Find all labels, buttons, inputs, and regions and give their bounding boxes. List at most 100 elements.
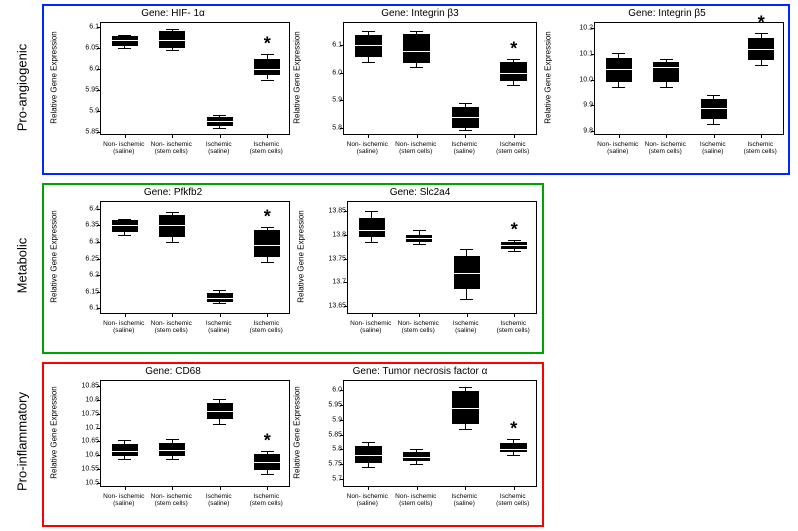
y-tick-label: 5.95 (85, 86, 101, 93)
significance-star: * (510, 418, 517, 439)
y-tick-label: 6.2 (89, 272, 101, 279)
y-tick-label: 6.25 (85, 255, 101, 262)
y-tick-label: 5.7 (332, 476, 344, 483)
boxplot-median (112, 451, 138, 452)
panel-0-1: Gene: Integrin β35.85.96.06.1*Relative G… (298, 8, 542, 171)
boxplot-median (406, 238, 432, 239)
x-category-label: Non- ischemic(stem cells) (148, 320, 196, 334)
y-tick-label: 5.85 (328, 431, 344, 438)
panel-title: Gene: Integrin β3 (298, 8, 542, 19)
boxplot-box (500, 62, 527, 81)
boxplot-box (500, 443, 527, 452)
boxplot-median (112, 40, 138, 41)
x-category-label: Non- ischemic(saline) (100, 493, 148, 507)
y-tick-label: 5.85 (85, 128, 101, 135)
y-tick-label: 6.4 (89, 205, 101, 212)
significance-star: * (264, 34, 271, 55)
y-tick-label: 6.05 (85, 45, 101, 52)
x-category-label: Non- ischemic(saline) (343, 493, 392, 507)
boxplot-median (701, 108, 727, 109)
boxplot-median (355, 45, 382, 46)
plot-area: 13.6513.713.7513.813.85* (347, 201, 537, 314)
y-tick-label: 10.85 (81, 383, 101, 390)
y-tick-label: 10.55 (81, 465, 101, 472)
x-category-label: Non- ischemic(stem cells) (395, 320, 443, 334)
x-category-label: Non- ischemic(saline) (347, 320, 395, 334)
boxplot-median (403, 457, 430, 458)
y-tick-label: 13.7 (332, 279, 348, 286)
x-category-label: Ischemic(stem cells) (243, 493, 291, 507)
boxplot-median (500, 449, 527, 450)
y-tick-label: 10.8 (85, 397, 101, 404)
plot-area: 9.89.910.010.110.2* (594, 22, 784, 135)
y-axis-label: Relative Gene Expression (293, 382, 302, 482)
panel-1-0: Gene: Pfkfb26.16.156.26.256.36.356.4*Rel… (51, 187, 295, 350)
group-label-2: Pro-inflammatory (15, 372, 30, 512)
panel-title: Gene: HIF- 1α (51, 8, 295, 19)
y-tick-label: 13.65 (328, 302, 348, 309)
x-category-label: Ischemic(stem cells) (490, 320, 538, 334)
y-tick-label: 10.6 (85, 452, 101, 459)
boxplot-median (254, 462, 280, 463)
y-tick-label: 10.75 (81, 410, 101, 417)
x-category-label: Non- ischemic(stem cells) (148, 493, 196, 507)
boxplot-median (653, 67, 679, 68)
y-tick-label: 6.1 (332, 42, 344, 49)
plot-area: 6.16.156.26.256.36.356.4* (100, 201, 290, 314)
y-tick-label: 6.0 (332, 69, 344, 76)
y-tick-label: 10.65 (81, 438, 101, 445)
x-category-label: Ischemic(saline) (440, 493, 489, 507)
y-tick-label: 5.9 (332, 97, 344, 104)
y-tick-label: 6.3 (89, 238, 101, 245)
boxplot-median (254, 69, 280, 70)
y-axis-label: Relative Gene Expression (293, 27, 302, 127)
y-tick-label: 10.0 (579, 76, 595, 83)
boxplot-median (452, 117, 479, 118)
boxplot-median (207, 411, 233, 412)
x-category-label: Ischemic(saline) (442, 320, 490, 334)
y-tick-label: 5.9 (332, 416, 344, 423)
significance-star: * (511, 219, 518, 240)
y-tick-label: 5.9 (89, 107, 101, 114)
boxplot-median (359, 230, 385, 231)
significance-star: * (758, 13, 765, 34)
panel-title: Gene: Pfkfb2 (51, 187, 295, 198)
x-category-label: Non- ischemic(stem cells) (642, 141, 690, 155)
panel-title: Gene: Integrin β5 (545, 8, 789, 19)
y-tick-label: 6.15 (85, 288, 101, 295)
panel-2-1: Gene: Tumor necrosis factor α5.75.755.85… (298, 366, 542, 523)
x-category-label: Non- ischemic(stem cells) (392, 141, 441, 155)
x-category-label: Ischemic(stem cells) (489, 141, 538, 155)
significance-star: * (264, 206, 271, 227)
boxplot-median (748, 49, 774, 50)
boxplot-median (454, 273, 480, 274)
boxplot-median (159, 450, 185, 451)
boxplot-median (403, 51, 430, 52)
boxplot-median (159, 225, 185, 226)
boxplot-box (112, 36, 138, 46)
y-axis-label: Relative Gene Expression (50, 27, 59, 127)
x-category-label: Ischemic(saline) (195, 493, 243, 507)
boxplot-median (606, 69, 632, 70)
x-category-label: Ischemic(saline) (195, 141, 243, 155)
boxplot-median (452, 408, 479, 409)
panel-title: Gene: Tumor necrosis factor α (298, 366, 542, 377)
y-tick-label: 10.7 (85, 424, 101, 431)
y-tick-label: 9.9 (583, 102, 595, 109)
y-tick-label: 6.0 (332, 386, 344, 393)
x-category-label: Ischemic(stem cells) (243, 141, 291, 155)
x-category-label: Ischemic(stem cells) (243, 320, 291, 334)
boxplot-median (207, 121, 233, 122)
boxplot-median (159, 40, 185, 41)
y-axis-label: Relative Gene Expression (297, 206, 306, 306)
y-tick-label: 6.1 (89, 24, 101, 31)
x-category-label: Ischemic(saline) (440, 141, 489, 155)
y-tick-label: 13.75 (328, 255, 348, 262)
y-tick-label: 10.1 (579, 50, 595, 57)
y-tick-label: 10.2 (579, 25, 595, 32)
boxplot-median (112, 225, 138, 226)
boxplot-median (207, 298, 233, 299)
significance-star: * (510, 38, 517, 59)
boxplot-box (355, 35, 382, 57)
x-category-label: Non- ischemic(saline) (594, 141, 642, 155)
